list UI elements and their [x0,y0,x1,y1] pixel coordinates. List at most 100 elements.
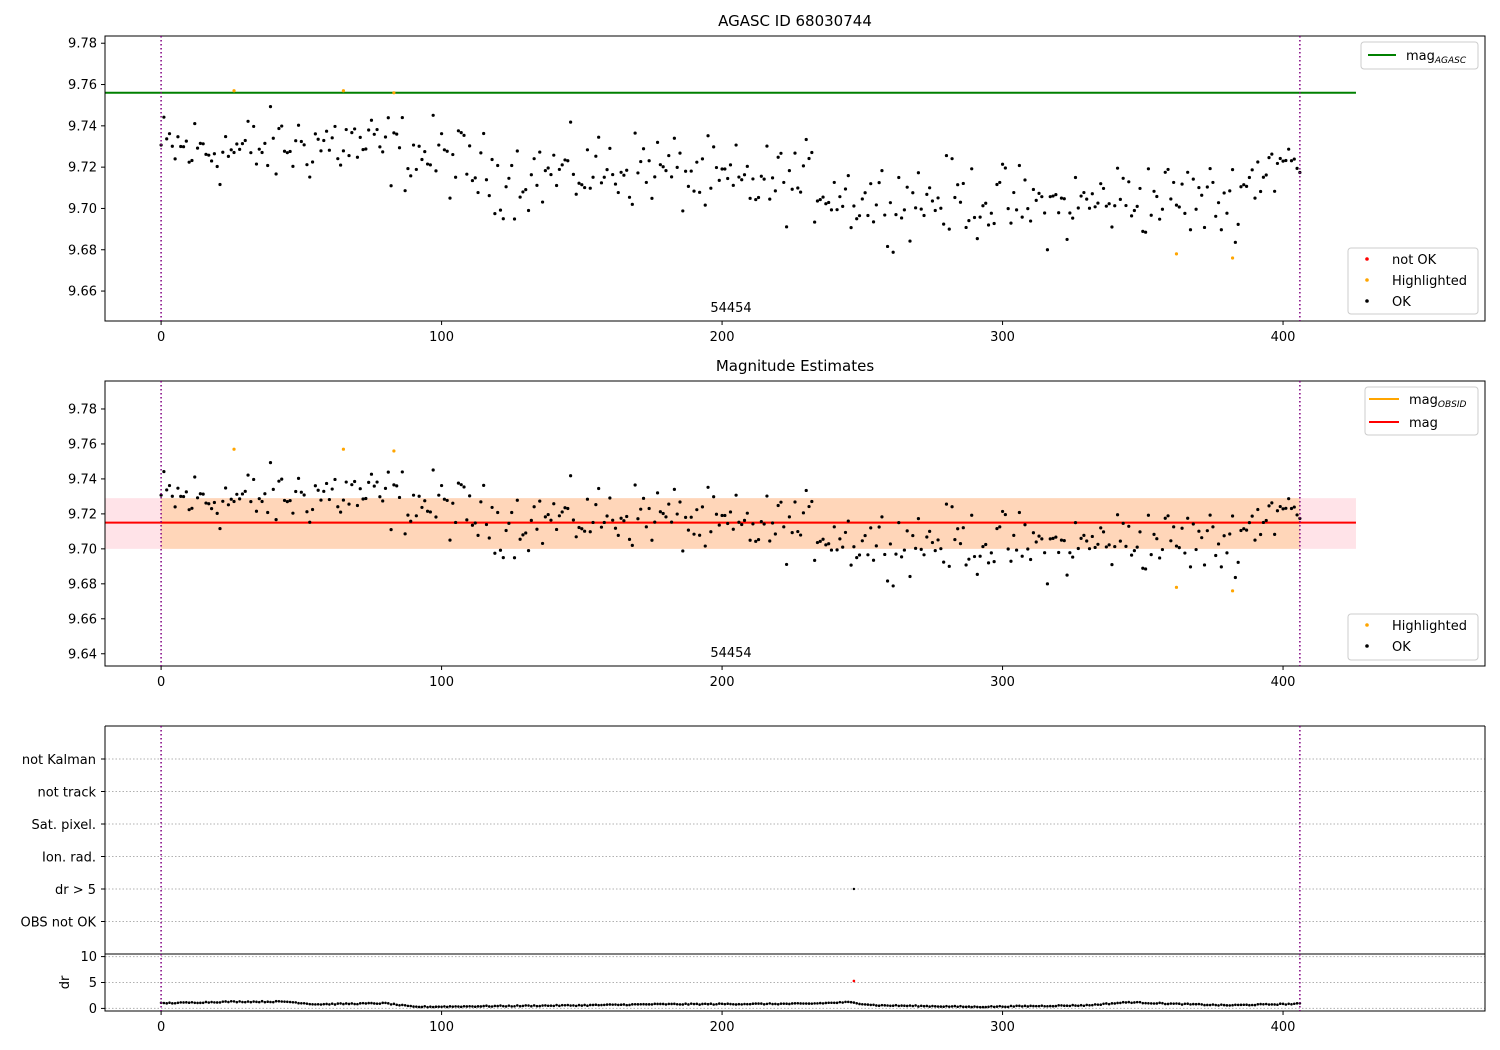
ok-point [616,190,620,195]
dr-point [768,1002,772,1005]
ok-point [793,151,797,155]
ok-point [712,495,716,499]
ok-point [737,520,741,524]
ok-point [855,217,859,221]
dr-point [1200,1003,1204,1006]
dr-point [187,1001,191,1005]
ok-point [712,145,716,149]
dr-point [645,1003,648,1006]
ok-point [456,129,461,133]
ok-point [776,155,780,159]
dr-point [1163,1002,1167,1006]
x-tick-label: 100 [429,1020,454,1035]
dr-point [207,1001,211,1004]
ok-point [1264,518,1268,523]
x-tick-label: 300 [990,1020,1015,1035]
ok-point [501,555,505,560]
dr-point [992,1005,996,1009]
ok-point [232,499,236,504]
ok-point [1152,532,1156,536]
dr-point [687,1003,690,1006]
ok-point [409,519,413,523]
ok-point [947,564,951,568]
dr-point [322,1002,326,1006]
ok-point [554,527,559,532]
dr-point [291,1000,295,1004]
ok-point [782,525,786,529]
dr-point [1264,1002,1268,1006]
ok-point [684,515,688,519]
ok-point [1244,184,1249,188]
ok-point [397,146,402,150]
ok-point [1031,531,1036,535]
ok-point [445,149,449,153]
dr-point [1034,1004,1038,1008]
x-tick-label: 0 [157,330,165,345]
ok-point [240,492,245,496]
ok-point [1295,166,1299,170]
ok-point [815,540,820,545]
ok-point [1073,175,1078,180]
ok-point [1057,211,1061,215]
ok-point [364,496,368,501]
dr-point [1009,1004,1013,1008]
ok-point [1200,536,1204,540]
dr-point [1071,1003,1074,1007]
ok-point [322,138,326,143]
ok-point [1000,162,1005,166]
dr-point [1158,1001,1161,1005]
ok-point [532,157,536,161]
ok-point [810,499,814,504]
ok-point [324,129,329,133]
dr-point [420,1005,424,1009]
ok-point [221,499,225,503]
dr-point [605,1003,609,1006]
ok-point [1188,228,1193,232]
ok-point [386,470,390,474]
dr-point [942,1005,945,1009]
dr-point [356,1002,359,1006]
ok-point [964,225,968,230]
dr-point [681,1003,685,1006]
dr-point [429,1005,432,1008]
ok-point [383,135,388,139]
dr-point [1074,1004,1077,1007]
ok-point [925,192,929,197]
dr-point [908,1004,912,1007]
ok-point [288,498,292,503]
ok-point [563,158,567,162]
dr-point [501,1004,505,1008]
ok-point [880,169,884,173]
ok-point [655,140,660,144]
ok-point [1284,158,1288,163]
ok-point [731,527,735,531]
ok-point [1037,534,1041,538]
dr-point [1119,1001,1122,1005]
ok-point [546,166,550,170]
dr-point [1245,1003,1248,1007]
ok-point [442,148,446,152]
dr-point [381,1001,384,1005]
dr-point [953,1004,957,1008]
ok-point [986,223,991,227]
ok-point [468,144,472,148]
ok-point [782,180,786,185]
ok-point [1202,225,1207,230]
dr-point [1262,1002,1265,1006]
ok-point [1127,180,1131,184]
ok-point [496,163,500,168]
dr-point [367,1001,370,1005]
ok-point [207,153,211,157]
dr-point [530,1004,533,1008]
ok-point [742,173,747,177]
dr-point [316,1002,320,1006]
ok-point [209,507,214,511]
dr-point [415,1005,418,1008]
dr-point [510,1005,514,1008]
ok-point [686,184,691,188]
ok-point [252,124,256,129]
ok-point [914,206,918,210]
flag-point [852,887,856,891]
ok-point [1085,539,1089,543]
